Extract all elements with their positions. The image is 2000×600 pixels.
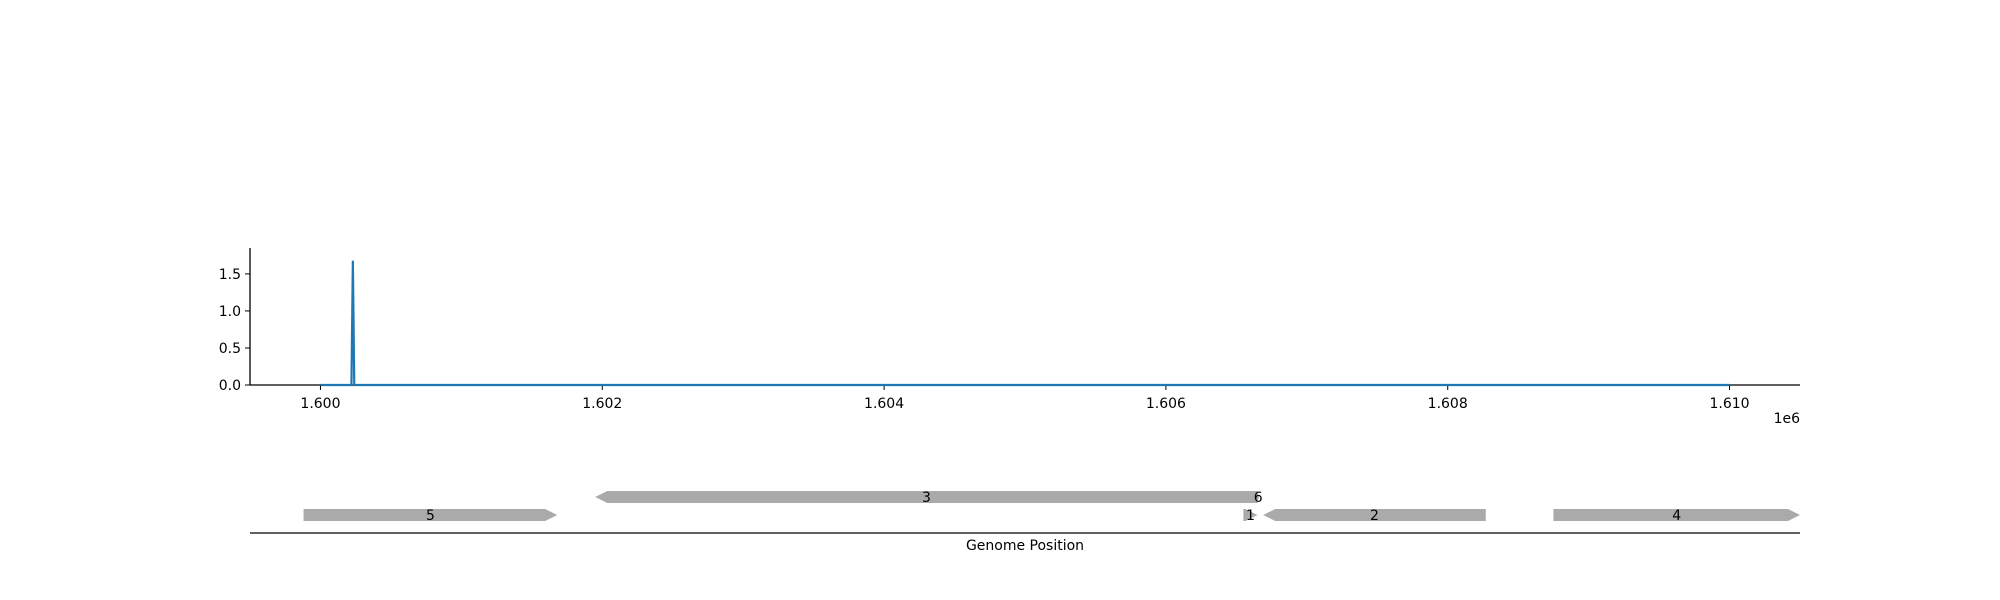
gene-label: 6	[1254, 490, 1263, 506]
x-tick-label: 1.610	[1709, 396, 1749, 412]
coverage-plot: 0.0 0.5 1.0 1.5 1.600 1.602 1.604 1.606 1.608 1.6…	[219, 248, 1800, 427]
gene-arrow	[303, 509, 558, 521]
gene-label: 3	[922, 490, 931, 506]
gene-arrow	[1257, 491, 1259, 503]
y-tick-label: 1.5	[219, 267, 241, 283]
y-tick-label: 1.0	[219, 304, 241, 320]
coverage-axes: 0.0 0.5 1.0 1.5 1.600 1.602 1.604 1.606 1.608 1.6…	[219, 248, 1800, 412]
x-tick-label: 1.600	[300, 396, 340, 412]
x-tick-label: 1.602	[582, 396, 622, 412]
gene-label: 2	[1370, 508, 1379, 524]
gene-arrow	[1263, 509, 1486, 521]
gene-arrow	[595, 491, 1258, 503]
x-tick-label: 1.604	[864, 396, 904, 412]
x-offset-label: 1e6	[1774, 411, 1801, 427]
coverage-series	[320, 260, 1730, 387]
gene-label: 4	[1672, 508, 1681, 524]
x-tick-label: 1.606	[1146, 396, 1186, 412]
coverage-line	[320, 260, 1730, 387]
y-tick-label: 0.0	[219, 378, 241, 394]
gene-arrow	[1243, 509, 1258, 521]
gene-arrow	[1553, 509, 1800, 521]
gene-map-xlabel: Genome Position	[966, 538, 1084, 554]
y-tick-label: 0.5	[219, 341, 241, 357]
gene-label: 5	[426, 508, 435, 524]
gene-label: 1	[1246, 508, 1255, 524]
x-tick-label: 1.608	[1428, 396, 1468, 412]
gene-map: 5 3 6 1 2 4	[303, 490, 1800, 524]
